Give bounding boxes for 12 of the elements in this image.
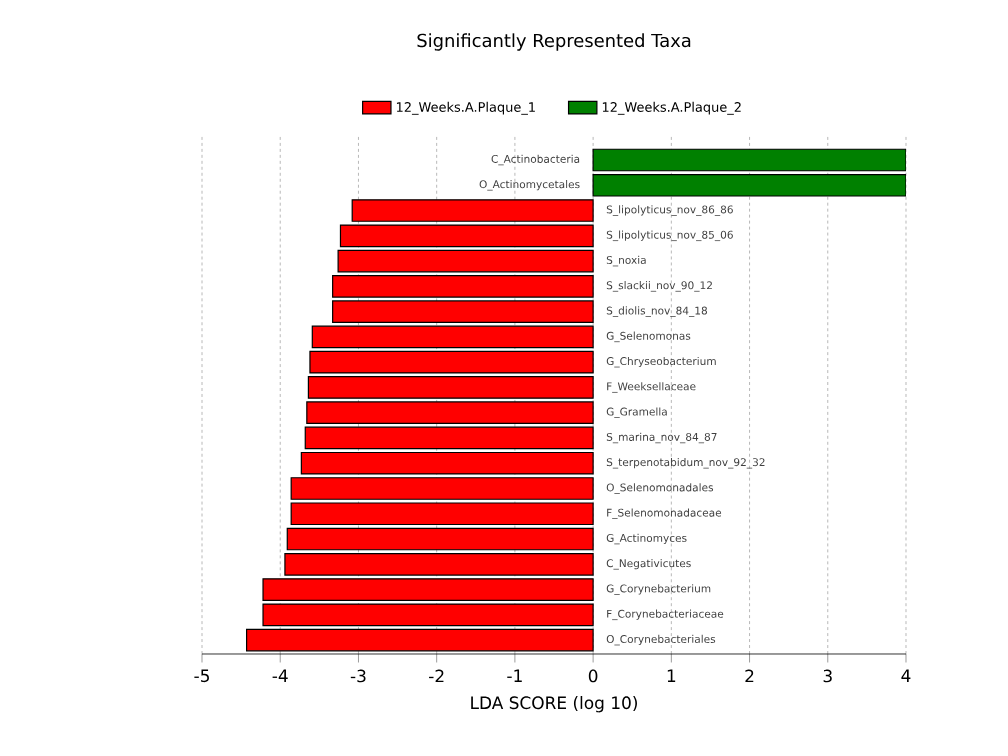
x-tick-label: 0 — [588, 669, 598, 683]
x-tick-label: 1 — [667, 669, 676, 682]
x-tick-label: 2 — [745, 669, 754, 683]
x-tick-label: -2 — [429, 669, 444, 683]
x-tick-label: -3 — [350, 669, 366, 683]
x-tick-label: -5 — [194, 669, 209, 683]
x-tick-label: -4 — [272, 669, 288, 682]
x-axis-title: LDA SCORE (log 10) — [471, 696, 637, 713]
x-tick-label: 4 — [901, 669, 911, 682]
chart-title: Significantly Represented Taxa — [417, 33, 691, 51]
x-tick-label: -1 — [507, 669, 522, 682]
x-tick-label: 3 — [823, 669, 832, 683]
